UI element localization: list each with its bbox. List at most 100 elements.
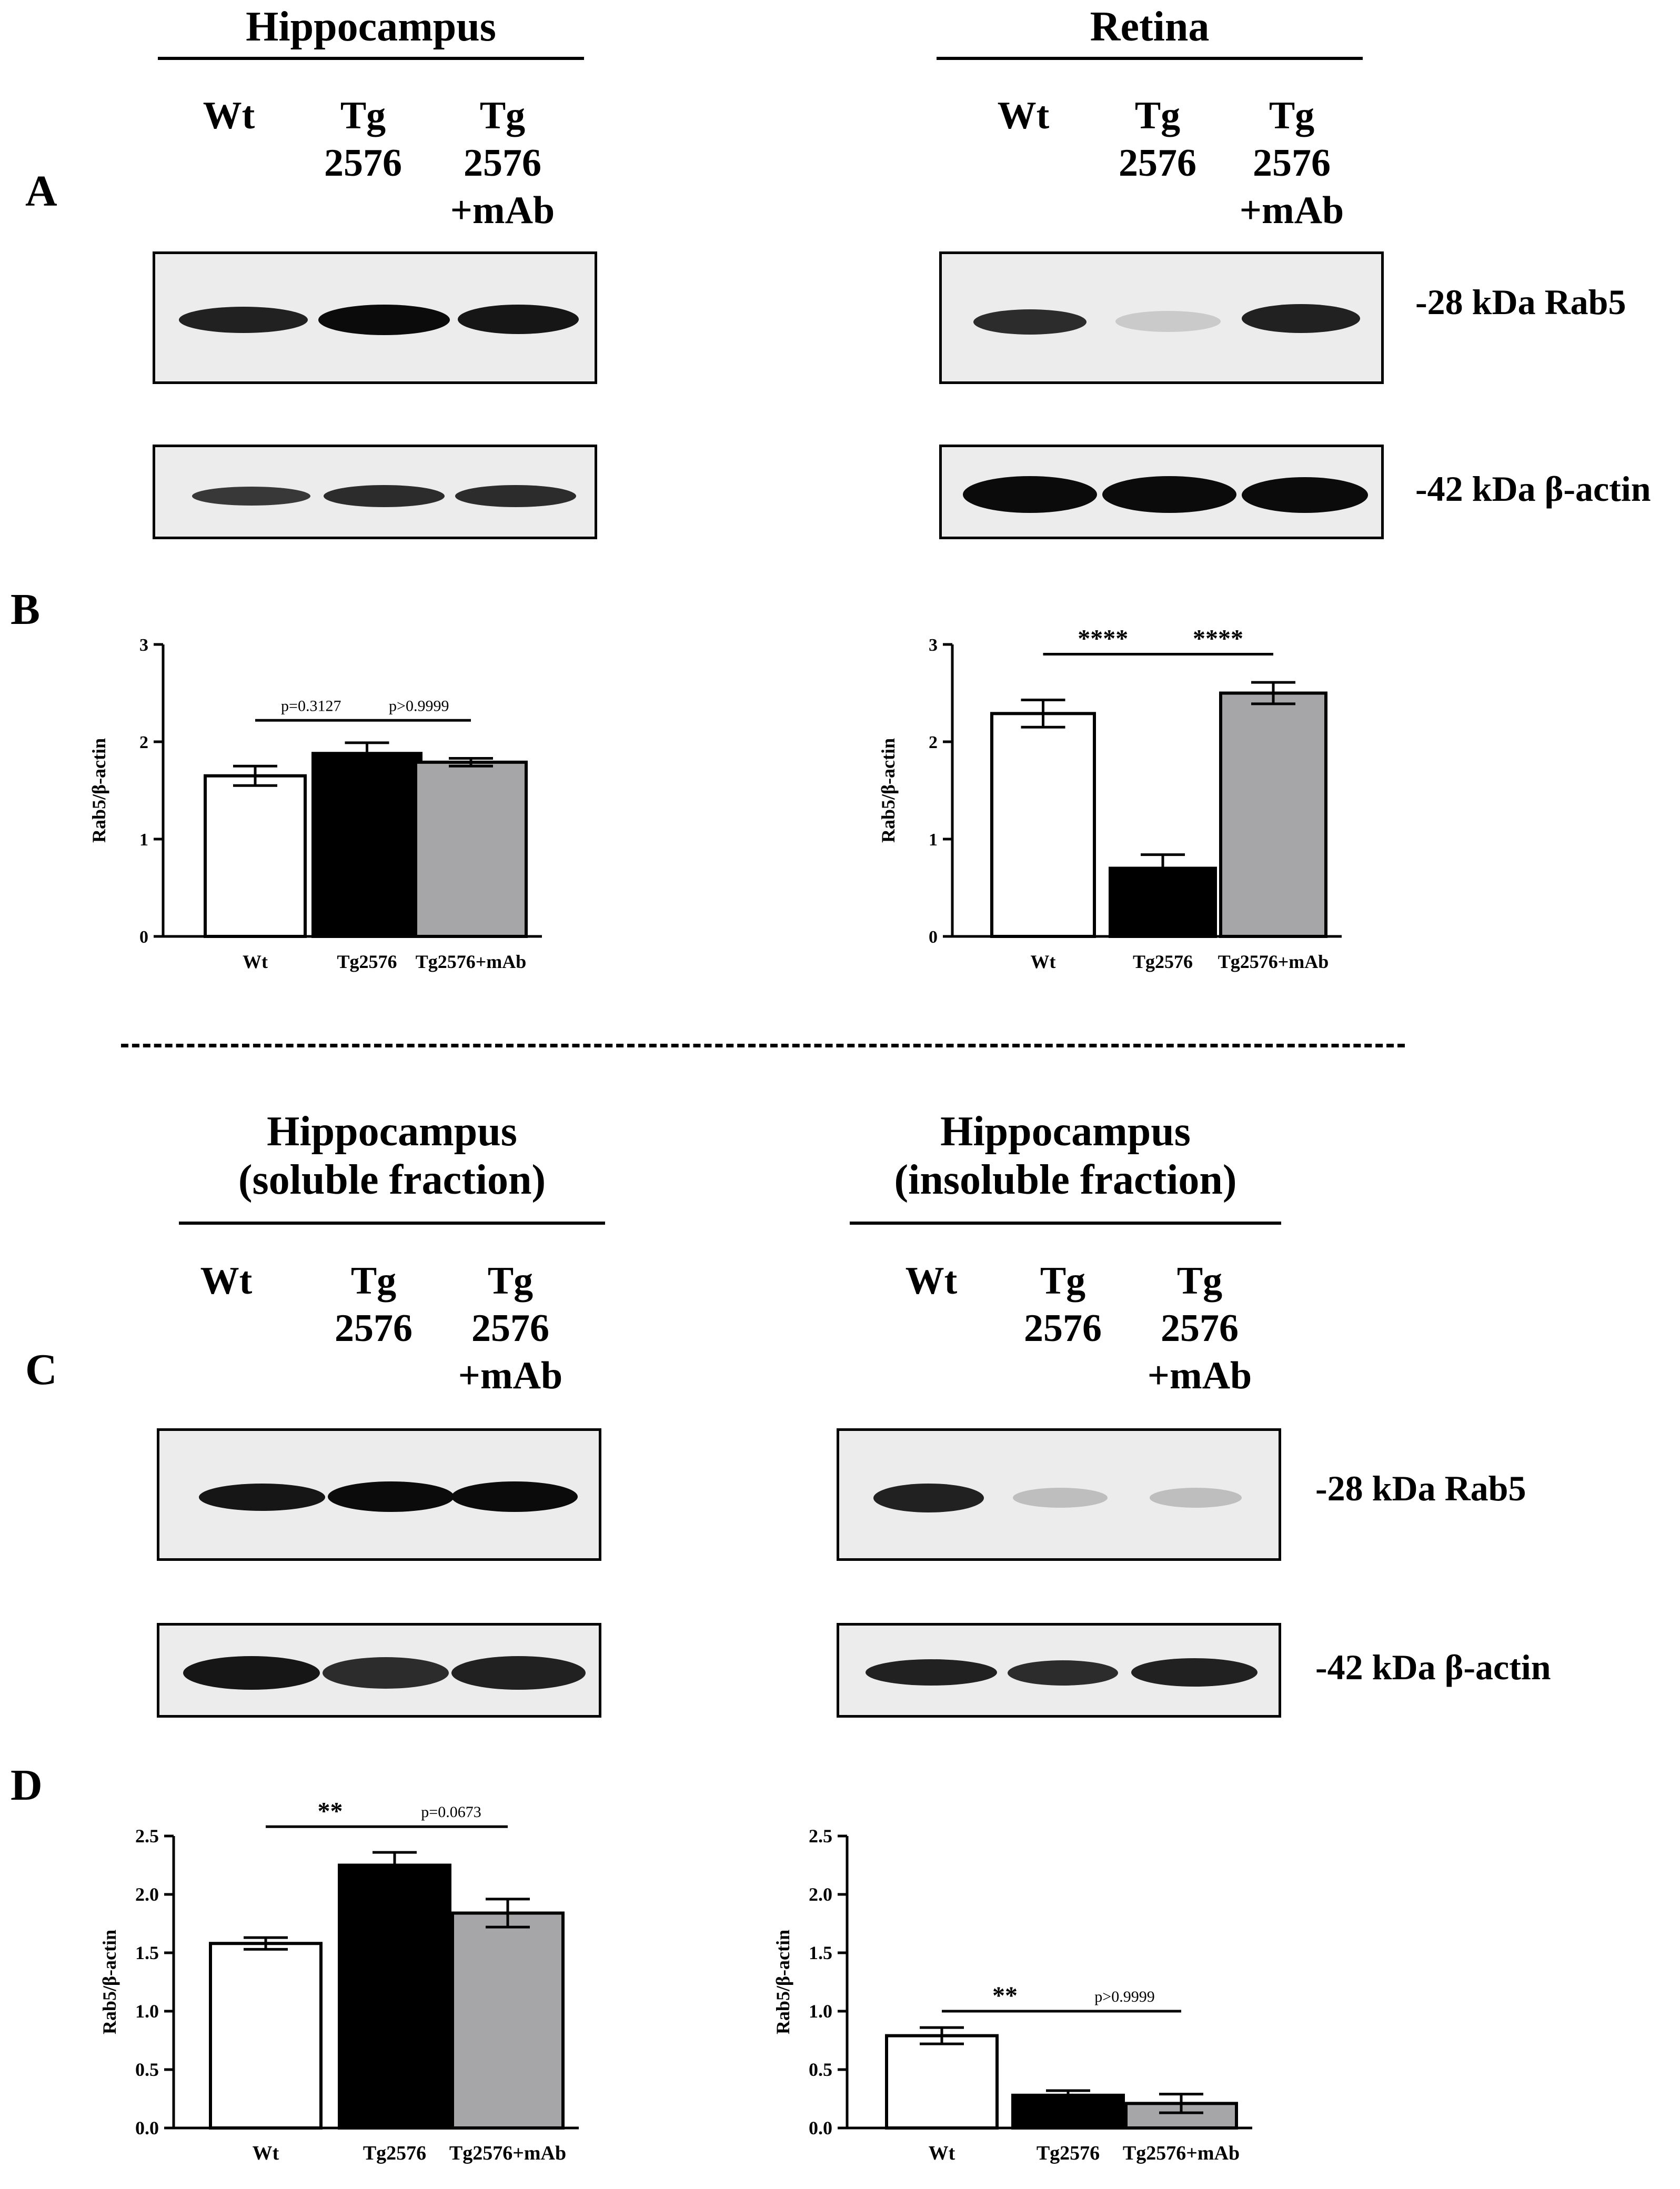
actin-size-label: -42 kDa β-actin	[1415, 469, 1651, 509]
x-category-label: Tg2576	[1133, 951, 1193, 972]
rab5-size-label: -28 kDa Rab5	[1415, 282, 1626, 322]
bar	[885, 2034, 999, 2130]
y-tick-label: 3	[139, 635, 148, 655]
y-tick-label: 2	[139, 733, 148, 752]
band	[1131, 1658, 1258, 1687]
x-category-label: Tg2576+mAb	[1218, 951, 1329, 972]
band	[318, 305, 450, 335]
band	[199, 1484, 325, 1511]
soluble-fraction-underline	[179, 1222, 605, 1225]
band	[183, 1656, 320, 1690]
lane-label-wt: Wt	[997, 94, 1050, 137]
bar-chart-insoluble: 0.0 0.5 1.0 1.5 2.0 2.5 Rab5/β-actin Wt Tg2576 Tg…	[772, 1825, 1252, 2164]
insoluble-fraction-underline	[850, 1222, 1281, 1225]
lane-label-tg2576-mab: Tg 2576 +mAb	[1147, 1259, 1252, 1397]
y-tick-label: 0.5	[135, 2059, 159, 2080]
hippocampus-title-underline	[158, 57, 584, 60]
panel-label-d: D	[11, 1761, 43, 1810]
significance-label: p=0.0673	[421, 1803, 481, 1821]
y-tick-label: 2.5	[135, 1825, 159, 1847]
y-tick-label: 2.0	[135, 1884, 159, 1905]
x-category-label: Tg2576+mAb	[1123, 2142, 1240, 2164]
band	[1242, 477, 1368, 513]
y-tick-label: 1	[139, 830, 148, 850]
band	[451, 1481, 578, 1512]
lane-label-tg2576: Tg 2576	[335, 1259, 413, 1350]
band	[1150, 1488, 1242, 1508]
bar	[209, 1942, 323, 2130]
hippocampus-actin-blot	[153, 445, 597, 539]
retina-rab5-blot	[939, 251, 1384, 384]
significance-label: **	[992, 1982, 1018, 2010]
panel-label-a: A	[25, 167, 57, 216]
y-tick-label: 1	[929, 830, 938, 850]
band	[179, 307, 308, 333]
lane-label-tg2576: Tg 2576	[1119, 94, 1196, 185]
lane-label-wt: Wt	[200, 1259, 253, 1303]
bar-chart-soluble: 0.0 0.5 1.0 1.5 2.0 2.5 Rab5/β-actin Wt Tg2576 Tg…	[99, 1799, 579, 2164]
band	[873, 1484, 984, 1512]
y-tick-label: 0.0	[809, 2117, 832, 2138]
band	[973, 309, 1087, 335]
lane-label-tg2576-mab: Tg 2576 +mAb	[1239, 94, 1344, 232]
y-tick-label: 0.5	[809, 2059, 832, 2080]
hippocampus-rab5-blot	[153, 251, 597, 384]
lane-label-wt: Wt	[905, 1259, 958, 1303]
band	[324, 485, 445, 507]
soluble-actin-blot	[157, 1623, 601, 1718]
y-axis-label: Rab5/β-actin	[88, 738, 109, 843]
y-tick-label: 2	[929, 733, 938, 752]
hippocampus-title: Hippocampus	[246, 4, 496, 50]
x-category-label: Wt	[929, 2142, 955, 2164]
y-tick-label: 1.5	[135, 1942, 159, 1963]
lane-label-tg2576-mab: Tg 2576 +mAb	[458, 1259, 563, 1397]
band	[1008, 1660, 1118, 1686]
y-axis-label: Rab5/β-actin	[99, 1930, 120, 2034]
significance-label: ****	[1193, 625, 1243, 653]
retina-actin-blot	[939, 445, 1384, 539]
y-tick-label: 3	[929, 635, 938, 655]
band	[866, 1659, 997, 1686]
y-axis-label: Rab5/β-actin	[772, 1930, 793, 2034]
band	[323, 1657, 449, 1689]
bar-chart-hippocampus: 0 1 2 3 Rab5/β-actin Wt Tg2576 Tg2576+mAb p=0.31…	[88, 635, 542, 972]
bar	[451, 1911, 565, 2130]
soluble-fraction-title: Hippocampus (soluble fraction)	[238, 1108, 546, 1203]
bar	[990, 712, 1096, 938]
y-tick-label: 0	[139, 927, 148, 947]
rab5-size-label: -28 kDa Rab5	[1315, 1468, 1526, 1508]
panel-label-b: B	[11, 585, 41, 634]
section-divider	[121, 1044, 1405, 1047]
band	[1013, 1488, 1108, 1508]
lane-label-wt: Wt	[203, 94, 255, 137]
actin-size-label: -42 kDa β-actin	[1315, 1647, 1551, 1687]
band	[451, 1656, 586, 1690]
y-tick-label: 1.0	[135, 2001, 159, 2022]
bar	[338, 1863, 451, 2130]
band	[1115, 311, 1221, 332]
x-category-label: Wt	[1031, 951, 1056, 972]
x-category-label: Wt	[253, 2142, 279, 2164]
y-tick-label: 2.0	[809, 1884, 832, 1905]
lane-label-tg2576: Tg 2576	[1024, 1259, 1102, 1350]
lane-label-tg2576-mab: Tg 2576 +mAb	[450, 94, 555, 232]
y-tick-label: 1.5	[809, 1942, 832, 1963]
bar-chart-retina: 0 1 2 3 Rab5/β-actin Wt Tg2576 Tg2576+mAb **** **…	[878, 625, 1342, 972]
insoluble-fraction-title: Hippocampus (insoluble fraction)	[894, 1108, 1237, 1203]
significance-label: ****	[1078, 625, 1128, 653]
x-category-label: Tg2576	[1037, 2142, 1100, 2164]
band	[192, 487, 310, 506]
insoluble-rab5-blot	[837, 1428, 1281, 1561]
significance-label: p=0.3127	[281, 697, 341, 714]
significance-label: **	[318, 1799, 343, 1825]
x-category-label: Tg2576+mAb	[416, 951, 527, 972]
panel-label-c: C	[25, 1345, 57, 1394]
y-tick-label: 2.5	[809, 1825, 832, 1847]
y-axis-label: Rab5/β-actin	[878, 738, 899, 843]
x-category-label: Wt	[243, 951, 268, 972]
soluble-rab5-blot	[157, 1428, 601, 1561]
bar	[204, 774, 307, 938]
band	[328, 1481, 454, 1512]
band	[963, 476, 1097, 513]
x-category-label: Tg2576+mAb	[449, 2142, 566, 2164]
